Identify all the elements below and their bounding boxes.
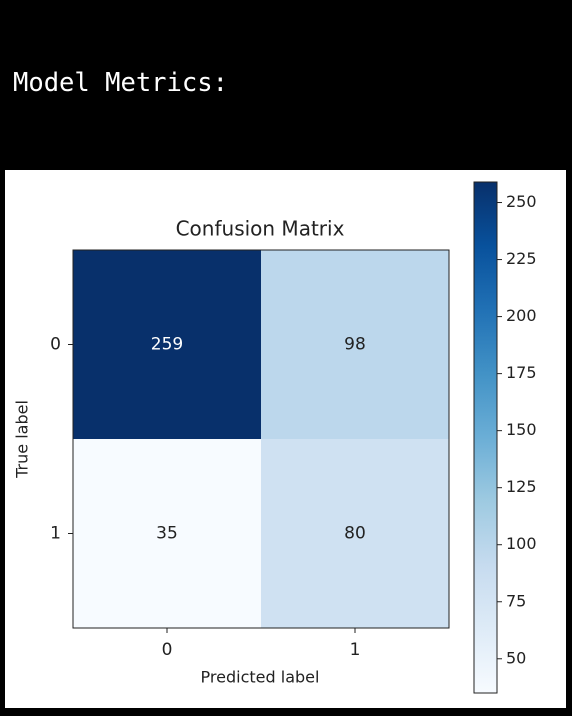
colorbar-tick-label: 250 [506,192,537,211]
colorbar-tick-label: 225 [506,249,537,268]
x-tick-label: 1 [350,640,361,660]
colorbar-tick-label: 175 [506,363,537,382]
heatmap-cell [261,250,449,439]
heatmap-cell [73,439,261,628]
colorbar-tick-label: 100 [506,534,537,553]
cell-label: 80 [344,524,366,544]
chart: Confusion Matrix Predicted label True la… [13,181,537,694]
figure-panel: Confusion Matrix Predicted label True la… [5,170,566,708]
x-tick-label: 0 [162,640,173,660]
colorbar-tick-label: 125 [506,477,537,496]
colorbar-tick-label: 50 [506,648,526,667]
cell-label: 259 [151,335,183,355]
heatmap-cell [261,439,449,628]
cell-label: 98 [344,335,366,355]
colorbar [473,181,498,694]
axes-frame [72,249,450,629]
colorbar-tick-label: 200 [506,306,537,325]
y-tick-label: 0 [50,335,61,355]
y-axis-label: True label [13,400,32,479]
colorbar-tick-label: 150 [506,420,537,439]
chart-title: Confusion Matrix [176,217,345,241]
heatmap-cell [73,250,261,439]
cell-label: 35 [156,524,178,544]
y-tick-label: 1 [50,524,61,544]
colorbar-tick-label: 75 [506,591,526,610]
x-axis-label: Predicted label [201,668,320,687]
heading: Model Metrics: [13,68,228,98]
